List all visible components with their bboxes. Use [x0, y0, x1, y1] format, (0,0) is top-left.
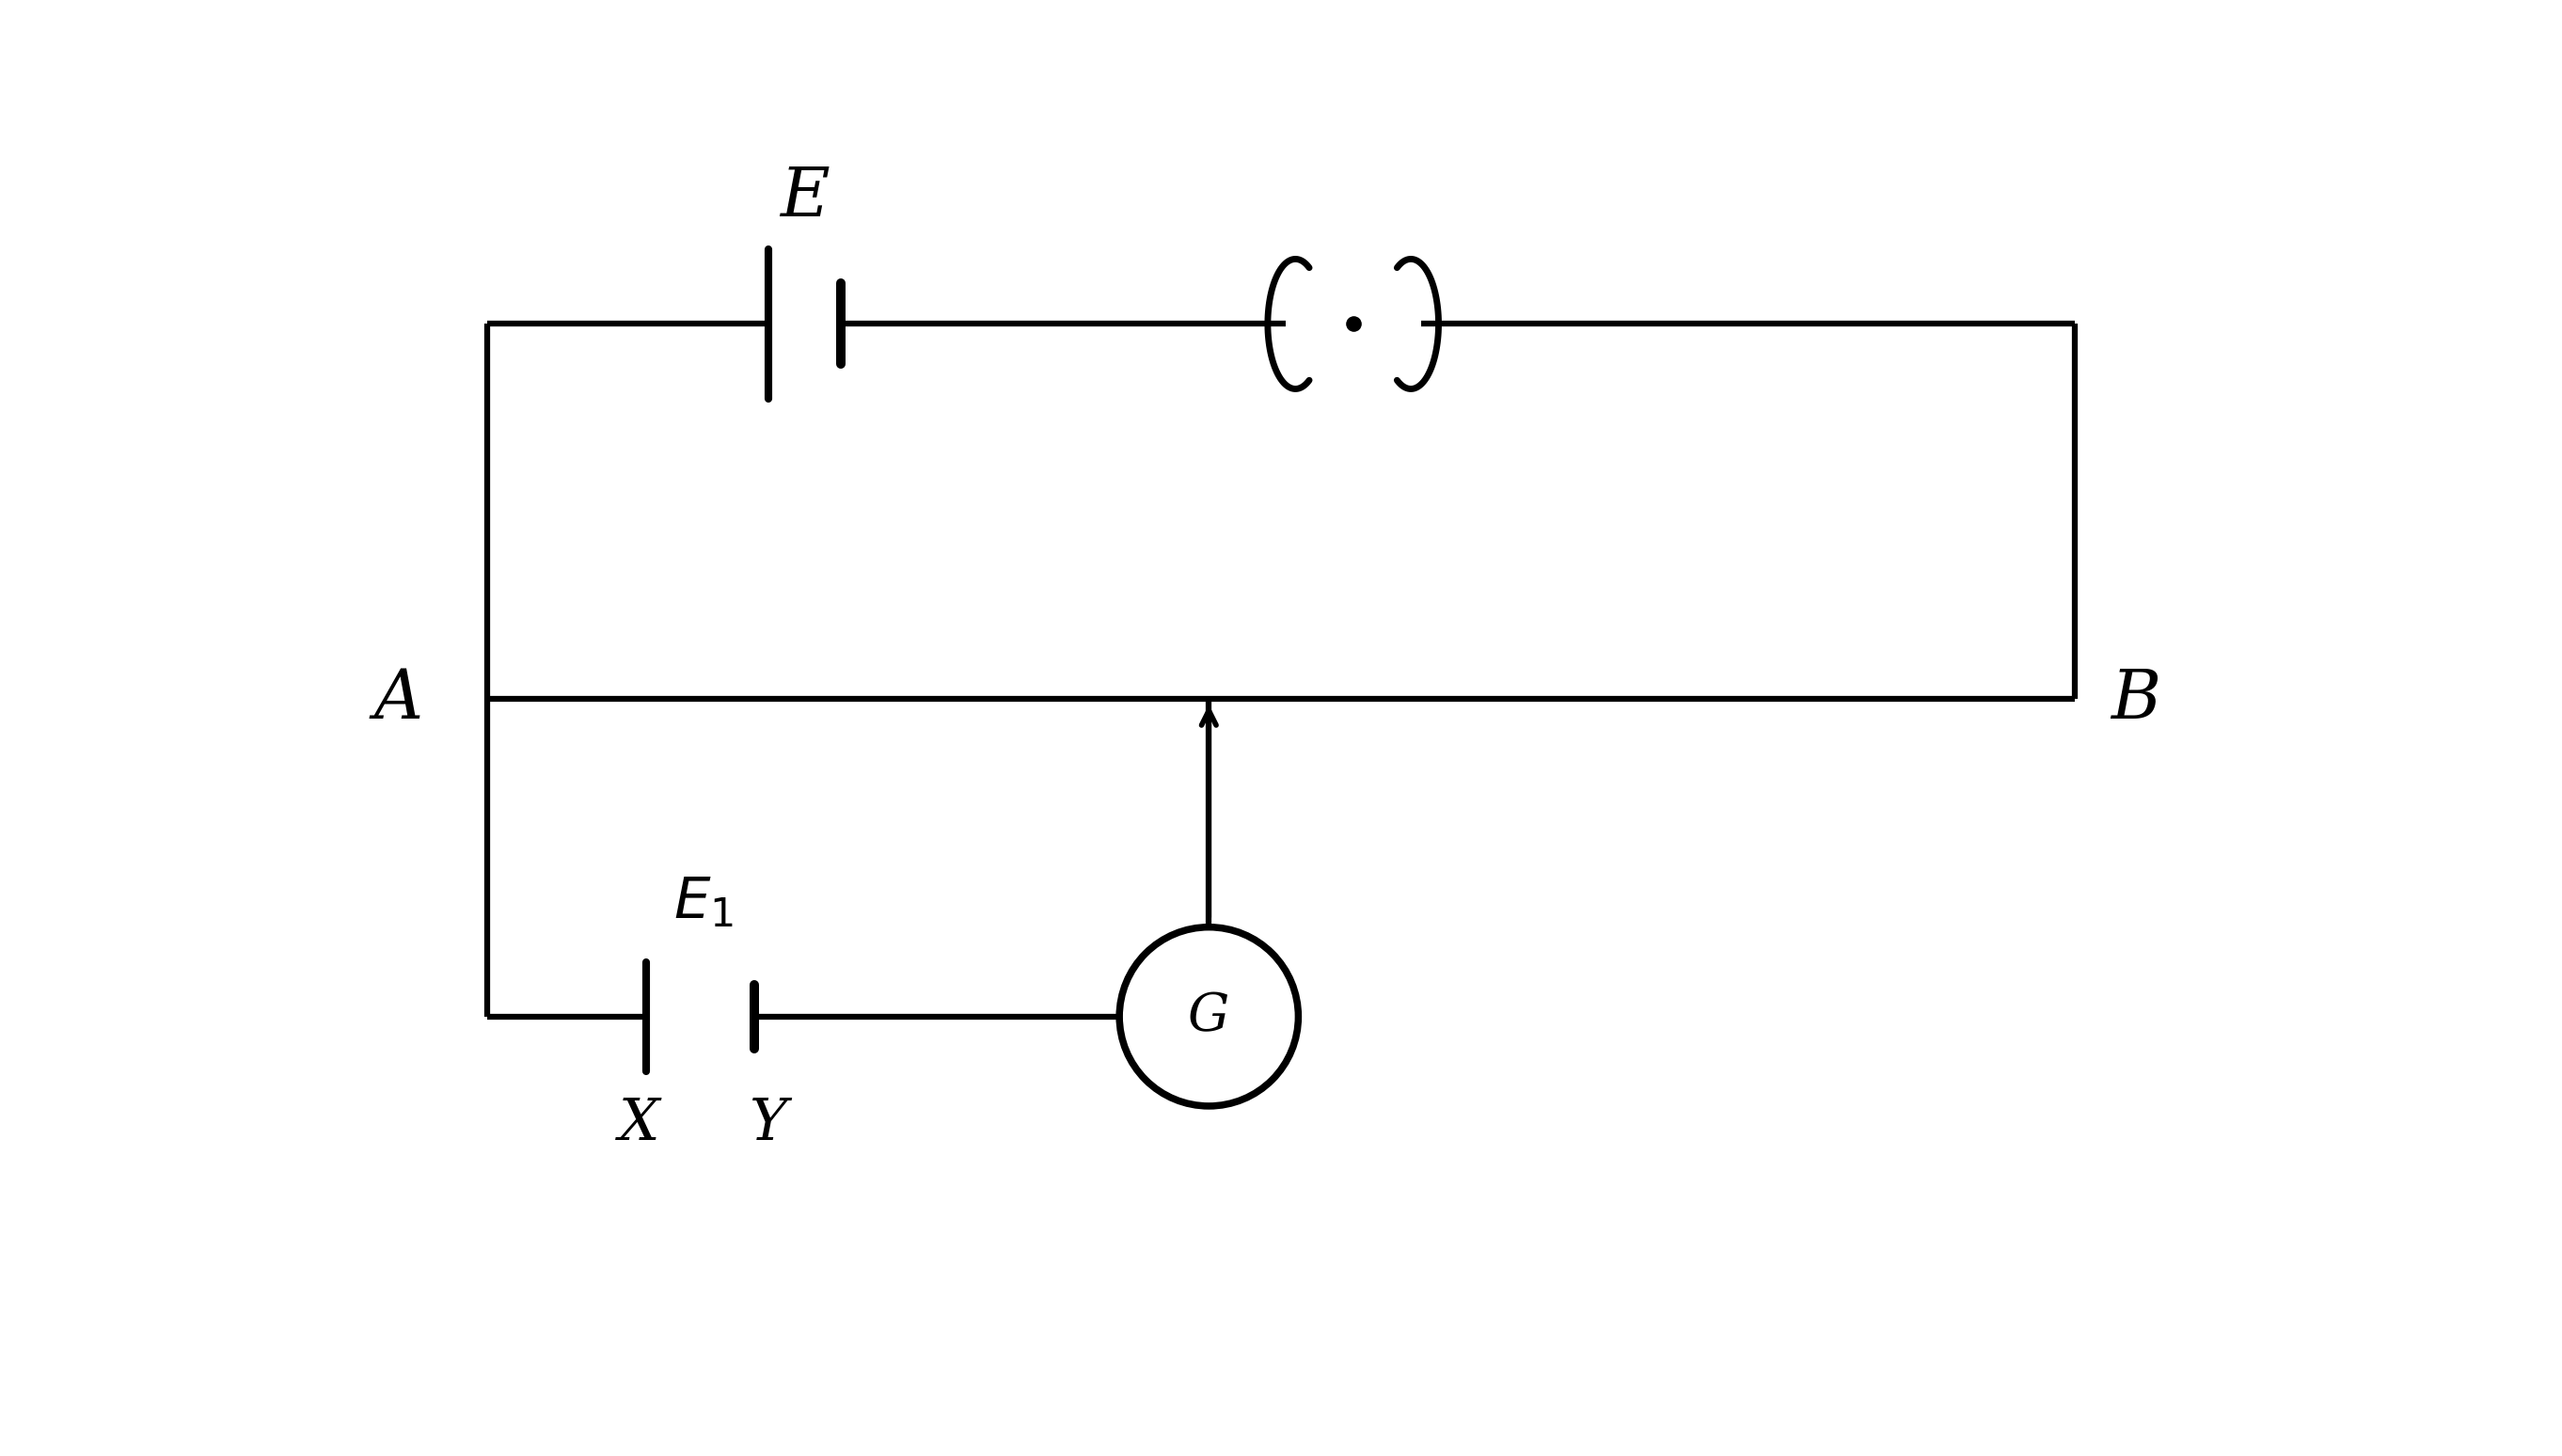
Text: Y: Y — [751, 1096, 787, 1152]
Text: A: A — [374, 665, 423, 732]
Text: $E_1$: $E_1$ — [674, 874, 733, 930]
Text: B: B — [2111, 665, 2160, 732]
Text: X: X — [617, 1096, 658, 1152]
Point — [1332, 313, 1373, 336]
Text: E: E — [779, 165, 830, 230]
Text: G: G — [1189, 992, 1230, 1042]
